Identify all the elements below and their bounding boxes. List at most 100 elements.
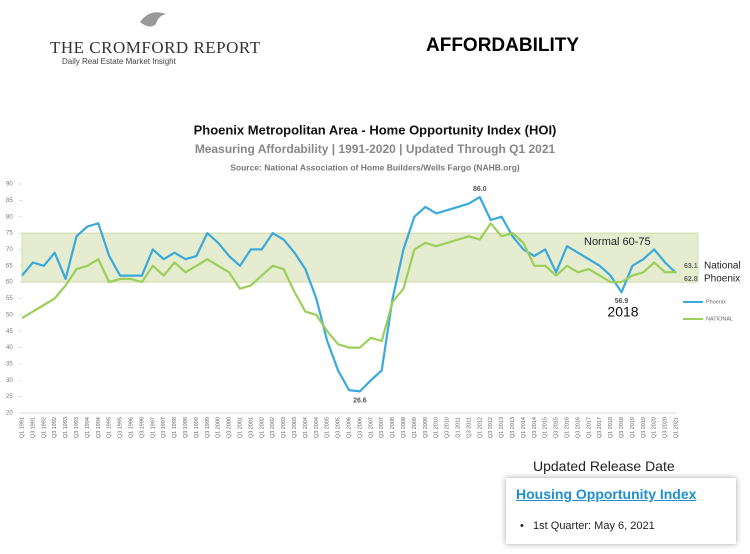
x-tick-label: Q3 2019 bbox=[641, 417, 647, 438]
value-label: 86.0 bbox=[473, 186, 487, 193]
x-tick-label: Q3 2002 bbox=[270, 417, 276, 438]
x-tick-label: Q3 2017 bbox=[597, 417, 603, 438]
x-tick-label: Q1 2008 bbox=[390, 417, 396, 438]
x-tick-label: Q3 2009 bbox=[423, 417, 429, 438]
x-tick-label: Q1 2020 bbox=[652, 417, 658, 438]
x-tick-label: Q3 2014 bbox=[532, 417, 538, 438]
x-tick-label: Q3 2013 bbox=[510, 417, 516, 438]
x-tick-label: Q1 1997 bbox=[150, 417, 156, 438]
x-tick-label: Q1 1999 bbox=[194, 417, 200, 438]
x-tick-label: Q1 2011 bbox=[455, 417, 461, 438]
tagline: Daily Real Estate Market Insight bbox=[62, 57, 176, 66]
x-tick-label: Q1 2007 bbox=[368, 417, 374, 438]
band-label: Normal 60-75 bbox=[584, 236, 651, 248]
release-heading: Updated Release Date bbox=[533, 458, 675, 474]
x-tick-label: Q3 1993 bbox=[74, 417, 80, 438]
x-tick-label: Q3 2001 bbox=[248, 417, 254, 438]
y-tick-label: 80 bbox=[6, 214, 13, 220]
y-tick-label: 45 bbox=[6, 329, 13, 335]
end-label: Phoenix bbox=[704, 274, 740, 285]
y-tick-label: 70 bbox=[6, 247, 13, 253]
x-tick-label: Q3 1997 bbox=[161, 417, 167, 438]
x-tick-label: Q3 2020 bbox=[663, 417, 669, 438]
x-tick-label: Q3 2003 bbox=[292, 417, 298, 438]
x-tick-label: Q3 2000 bbox=[227, 417, 233, 438]
x-tick-label: Q3 2004 bbox=[314, 417, 320, 438]
x-tick-label: Q1 1995 bbox=[107, 417, 113, 438]
x-tick-label: Q1 1991 bbox=[19, 417, 25, 438]
x-tick-label: Q1 2001 bbox=[237, 417, 243, 438]
y-tick-label: 35 bbox=[6, 362, 13, 368]
release-date: 1st Quarter: May 6, 2021 bbox=[533, 520, 655, 532]
x-tick-label: Q3 2012 bbox=[488, 417, 494, 438]
y-tick-label: 75 bbox=[6, 231, 13, 237]
y-tick-label: 90 bbox=[6, 182, 13, 188]
release-link[interactable]: Housing Opportunity Index bbox=[516, 486, 697, 502]
chart-title: Phoenix Metropolitan Area - Home Opportu… bbox=[194, 122, 557, 137]
heading: AFFORDABILITY bbox=[426, 35, 580, 56]
brand: THE CROMFORD REPORT bbox=[50, 38, 261, 57]
value-label: 63.1 bbox=[684, 263, 698, 270]
x-tick-label: Q3 1991 bbox=[30, 417, 36, 438]
x-tick-label: Q1 2019 bbox=[630, 417, 636, 438]
x-tick-label: Q1 2017 bbox=[586, 417, 592, 438]
x-tick-label: Q3 2018 bbox=[619, 417, 625, 438]
chart-subtitle: Measuring Affordability | 1991-2020 | Up… bbox=[195, 142, 556, 156]
y-tick-label: 30 bbox=[6, 378, 13, 384]
x-tick-label: Q1 1998 bbox=[172, 417, 178, 438]
x-tick-label: Q1 1994 bbox=[85, 417, 91, 438]
x-tick-label: Q3 2008 bbox=[401, 417, 407, 438]
x-tick-label: Q3 2005 bbox=[336, 417, 342, 438]
x-tick-label: Q3 1995 bbox=[118, 417, 124, 438]
x-tick-label: Q3 2011 bbox=[466, 417, 472, 438]
x-tick-label: Q3 2015 bbox=[554, 417, 560, 438]
x-tick-label: Q1 2002 bbox=[259, 417, 265, 438]
x-tick-label: Q1 2004 bbox=[303, 417, 309, 438]
value-label: 62.8 bbox=[684, 276, 698, 283]
value-label: 56.9 bbox=[615, 298, 629, 305]
x-tick-label: Q1 2003 bbox=[281, 417, 287, 438]
value-label: 26.6 bbox=[353, 397, 367, 404]
x-tick-label: Q1 2010 bbox=[434, 417, 440, 438]
x-tick-label: Q3 1998 bbox=[183, 417, 189, 438]
y-tick-label: 85 bbox=[6, 198, 13, 204]
y-tick-label: 20 bbox=[6, 411, 13, 417]
x-tick-label: Q3 1992 bbox=[52, 417, 58, 438]
x-tick-label: Q3 1999 bbox=[205, 417, 211, 438]
chart-source: Source: National Association of Home Bui… bbox=[230, 162, 520, 172]
x-tick-label: Q1 2021 bbox=[673, 417, 679, 438]
x-tick-label: Q1 2012 bbox=[477, 417, 483, 438]
x-tick-label: Q1 2018 bbox=[608, 417, 614, 438]
x-tick-label: Q1 2006 bbox=[346, 417, 352, 438]
x-tick-label: Q1 2013 bbox=[499, 417, 505, 438]
release-item: • 1st Quarter: May 6, 2021 bbox=[520, 520, 655, 532]
x-tick-label: Q3 1996 bbox=[139, 417, 145, 438]
y-tick-label: 40 bbox=[6, 345, 13, 351]
annotation: 2018 bbox=[607, 304, 638, 320]
x-tick-label: Q1 1992 bbox=[41, 417, 47, 438]
x-tick-label: Q3 2016 bbox=[575, 417, 581, 438]
logo-bird bbox=[140, 12, 166, 27]
x-tick-label: Q1 2016 bbox=[564, 417, 570, 438]
release-box: Housing Opportunity Index • 1st Quarter:… bbox=[506, 478, 736, 544]
x-tick-label: Q1 2005 bbox=[325, 417, 331, 438]
y-tick-label: 25 bbox=[6, 394, 13, 400]
x-tick-label: Q1 2009 bbox=[412, 417, 418, 438]
x-tick-label: Q3 1994 bbox=[96, 417, 102, 438]
legend-label: NATIONAL bbox=[706, 316, 733, 322]
y-tick-label: 50 bbox=[6, 312, 13, 318]
series-line bbox=[21, 222, 677, 349]
x-tick-label: Q1 2014 bbox=[521, 417, 527, 438]
y-tick-label: 60 bbox=[6, 280, 13, 286]
x-tick-label: Q3 2007 bbox=[379, 417, 385, 438]
bullet: • bbox=[520, 520, 534, 532]
end-label: National bbox=[704, 261, 741, 272]
x-tick-label: Q1 2015 bbox=[543, 417, 549, 438]
x-tick-label: Q3 2010 bbox=[445, 417, 451, 438]
x-tick-label: Q3 2006 bbox=[357, 417, 363, 438]
series-line bbox=[21, 196, 677, 393]
x-tick-label: Q1 2000 bbox=[216, 417, 222, 438]
x-tick-label: Q1 1993 bbox=[63, 417, 69, 438]
